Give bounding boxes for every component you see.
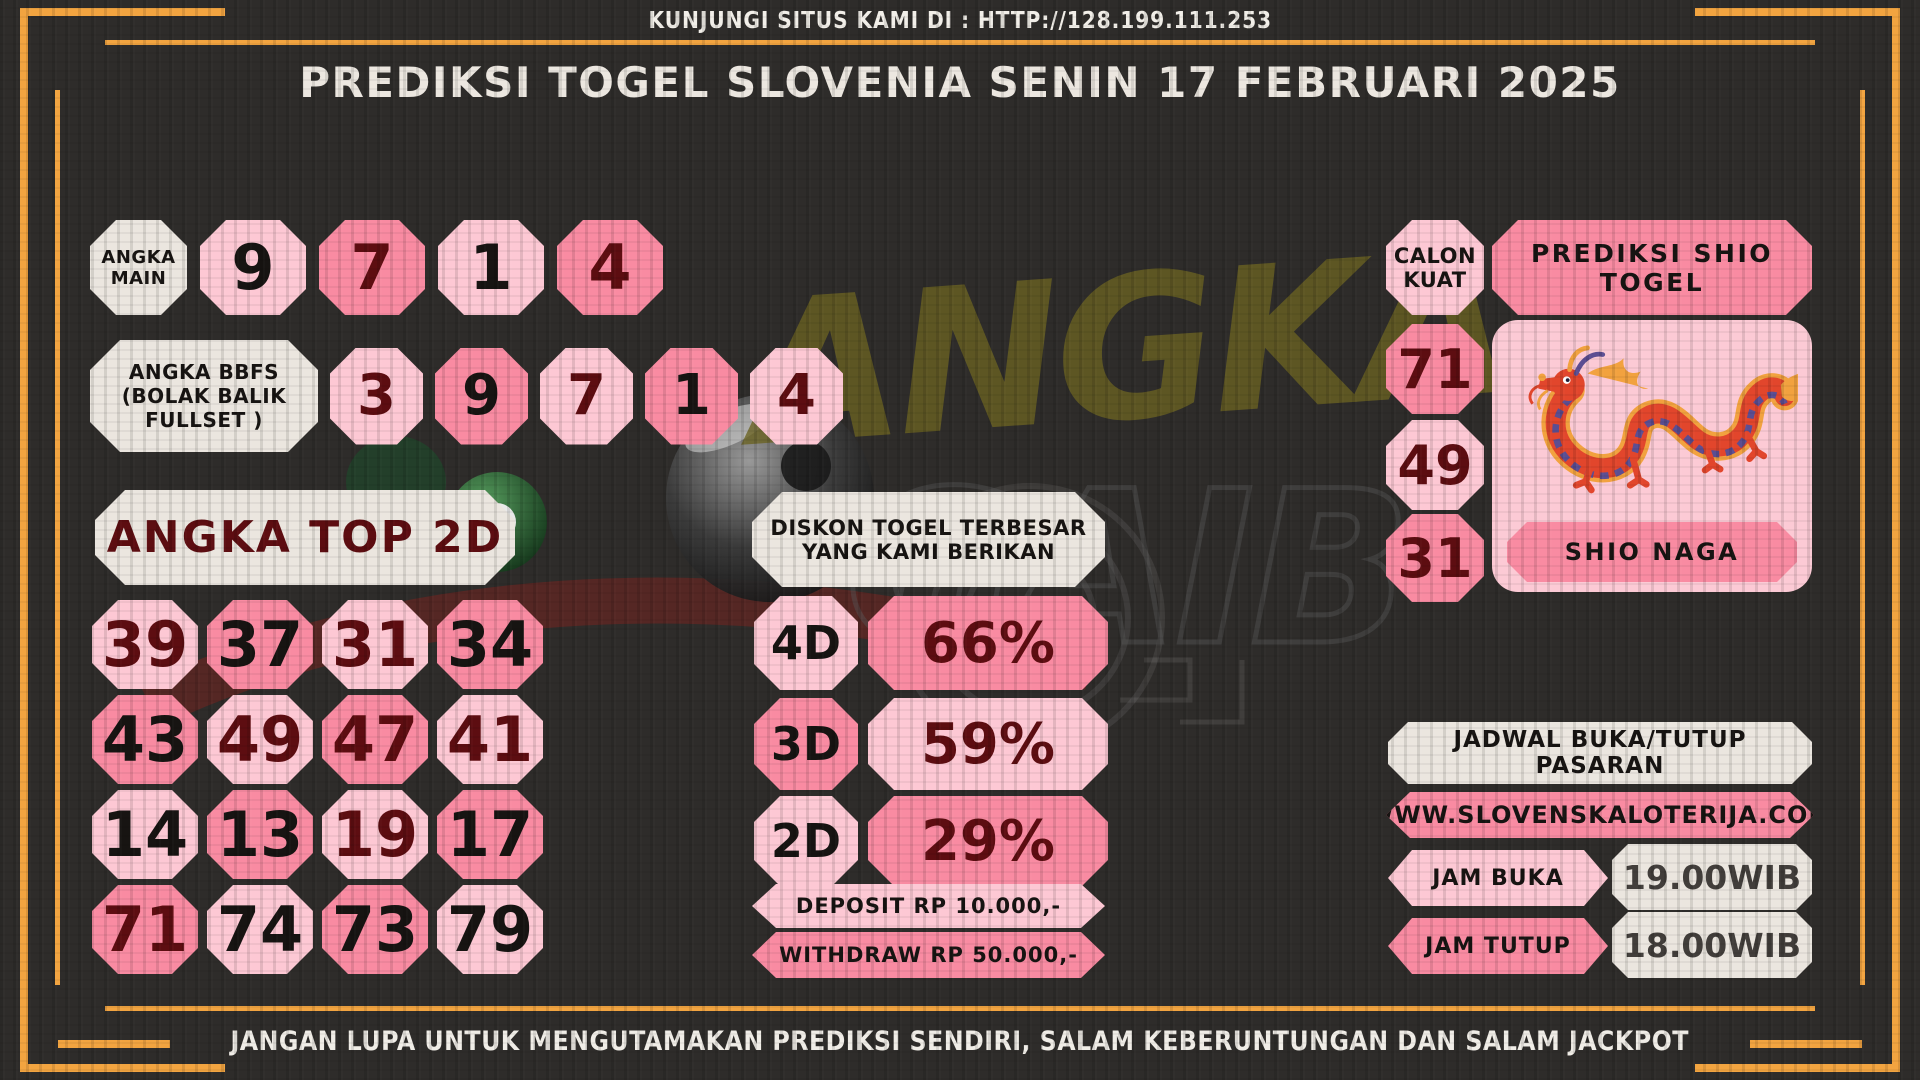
visit-site-text[interactable]: KUNJUNGI SITUS KAMI DI : HTTP://128.199.… xyxy=(648,8,1272,34)
angka-top-2d-grid: 39 37 31 34 43 49 47 41 14 13 19 17 71 7… xyxy=(92,600,543,974)
frame-corner-top-right xyxy=(1695,8,1900,16)
diskon-value-4d: 66% xyxy=(868,596,1108,690)
calon-kuat-line1: CALON xyxy=(1393,243,1477,268)
website-text[interactable]: WWW.SLOVENSKALOTERIJA.COM xyxy=(1366,801,1834,829)
angka-main-number: 4 xyxy=(557,220,663,315)
jam-tutup-value: 18.00WIB xyxy=(1612,912,1812,978)
top2d-number: 49 xyxy=(207,695,313,784)
page-title: PREDIKSI TOGEL SLOVENIA SENIN 17 FEBRUAR… xyxy=(0,58,1920,107)
angka-main-number: 7 xyxy=(319,220,425,315)
calon-kuat-number: 31 xyxy=(1386,514,1484,602)
deposit-banner: DEPOSIT RP 10.000,- xyxy=(752,884,1105,928)
shio-header: PREDIKSI SHIO TOGEL xyxy=(1492,220,1812,315)
top2d-number: 17 xyxy=(437,790,543,879)
maze-lines xyxy=(1120,657,1245,725)
header-divider xyxy=(105,40,1815,45)
angka-bbfs-label-line2: (BOLAK BALIK xyxy=(121,384,287,408)
angka-bbfs-number: 4 xyxy=(750,348,843,445)
watermark-brand-angka: ANGKA xyxy=(728,207,1513,491)
angka-bbfs-label: ANGKA BBFS (BOLAK BALIK FULLSET ) xyxy=(90,340,318,452)
angka-bbfs-number: 7 xyxy=(540,348,633,445)
angka-bbfs-label-line1: ANGKA BBFS xyxy=(128,360,280,384)
jam-tutup-value-text: 18.00WIB xyxy=(1622,925,1802,965)
top2d-number: 47 xyxy=(322,695,428,784)
jadwal-header-text: JADWAL BUKA/TUTUP PASARAN xyxy=(1453,727,1747,779)
angka-main-label-line1: ANGKA xyxy=(101,246,176,268)
calon-kuat-line2: KUAT xyxy=(1403,267,1467,292)
top2d-number: 74 xyxy=(207,885,313,974)
diskon-title-line2: YANG KAMI BERIKAN xyxy=(801,539,1056,564)
frame-line-left xyxy=(20,8,28,1072)
page-title-text: PREDIKSI TOGEL SLOVENIA SENIN 17 FEBRUAR… xyxy=(299,58,1621,107)
frame-corner-bottom-left xyxy=(20,1064,225,1072)
frame-corner-bottom-right xyxy=(1695,1064,1900,1072)
shio-name-banner: SHIO NAGA xyxy=(1507,522,1797,582)
diskon-label-4d: 4D xyxy=(754,596,858,690)
angka-top-2d-title: ANGKA TOP 2D xyxy=(106,512,504,563)
diskon-header: DISKON TOGEL TERBESAR YANG KAMI BERIKAN xyxy=(752,492,1105,587)
frame-inner-line-left xyxy=(55,90,60,985)
dragon-illustration xyxy=(1528,345,1798,494)
angka-main-label: ANGKA MAIN xyxy=(90,220,187,315)
jam-tutup-label: JAM TUTUP xyxy=(1388,918,1608,974)
diskon-label-2d: 2D xyxy=(754,796,858,886)
top2d-number: 39 xyxy=(92,600,198,689)
calon-kuat-number: 49 xyxy=(1386,420,1484,510)
jam-buka-label: JAM BUKA xyxy=(1388,850,1608,906)
frame-line-right xyxy=(1892,8,1900,1072)
top2d-number: 73 xyxy=(322,885,428,974)
diskon-title-line1: DISKON TOGEL TERBESAR xyxy=(770,515,1087,540)
jam-buka-label-text: JAM BUKA xyxy=(1432,865,1564,891)
top2d-number: 43 xyxy=(92,695,198,784)
calon-kuat-label: CALON KUAT xyxy=(1386,220,1484,315)
frame-inner-line-right xyxy=(1860,90,1865,985)
website-banner[interactable]: WWW.SLOVENSKALOTERIJA.COM xyxy=(1386,792,1814,838)
top2d-number: 41 xyxy=(437,695,543,784)
footer-message: JANGAN LUPA UNTUK MENGUTAMAKAN PREDIKSI … xyxy=(0,1026,1920,1057)
top2d-number: 31 xyxy=(322,600,428,689)
angka-bbfs-label-line3: FULLSET ) xyxy=(145,408,263,432)
calon-kuat-number: 71 xyxy=(1386,324,1484,414)
jam-tutup-label-text: JAM TUTUP xyxy=(1425,933,1571,959)
angka-bbfs-row: ANGKA BBFS (BOLAK BALIK FULLSET ) 3 9 7 … xyxy=(90,340,843,452)
shio-name-text: SHIO NAGA xyxy=(1564,538,1740,566)
angka-main-row: ANGKA MAIN 9 7 1 4 xyxy=(90,220,663,315)
angka-main-label-line2: MAIN xyxy=(110,267,167,289)
shio-header-text: PREDIKSI SHIO TOGEL xyxy=(1530,238,1774,297)
angka-bbfs-number: 9 xyxy=(435,348,528,445)
jadwal-header: JADWAL BUKA/TUTUP PASARAN xyxy=(1388,722,1812,784)
top2d-number: 37 xyxy=(207,600,313,689)
footer-dash-left xyxy=(58,1040,170,1048)
top2d-number: 13 xyxy=(207,790,313,879)
top2d-number: 14 xyxy=(92,790,198,879)
footer-divider xyxy=(105,1006,1815,1011)
visit-site-banner[interactable]: KUNJUNGI SITUS KAMI DI : HTTP://128.199.… xyxy=(0,8,1920,34)
angka-main-number: 1 xyxy=(438,220,544,315)
jam-buka-value-text: 19.00WIB xyxy=(1622,857,1802,897)
footer-message-text: JANGAN LUPA UNTUK MENGUTAMAKAN PREDIKSI … xyxy=(230,1026,1690,1057)
jam-buka-value: 19.00WIB xyxy=(1612,844,1812,910)
angka-bbfs-number: 3 xyxy=(330,348,423,445)
diskon-label-3d: 3D xyxy=(754,698,858,790)
angka-main-number: 9 xyxy=(200,220,306,315)
shio-panel: SHIO NAGA xyxy=(1492,320,1812,592)
top2d-number: 34 xyxy=(437,600,543,689)
diskon-value-2d: 29% xyxy=(868,796,1108,886)
diskon-value-3d: 59% xyxy=(868,698,1108,790)
top2d-number: 71 xyxy=(92,885,198,974)
frame-corner-top-left xyxy=(20,8,225,16)
ball-hole xyxy=(781,441,831,491)
angka-bbfs-number: 1 xyxy=(645,348,738,445)
angka-top-2d-header: ANGKA TOP 2D xyxy=(95,490,515,585)
withdraw-banner: WITHDRAW RP 50.000,- xyxy=(752,932,1105,978)
footer-dash-right xyxy=(1750,1040,1862,1048)
top2d-number: 79 xyxy=(437,885,543,974)
top2d-number: 19 xyxy=(322,790,428,879)
